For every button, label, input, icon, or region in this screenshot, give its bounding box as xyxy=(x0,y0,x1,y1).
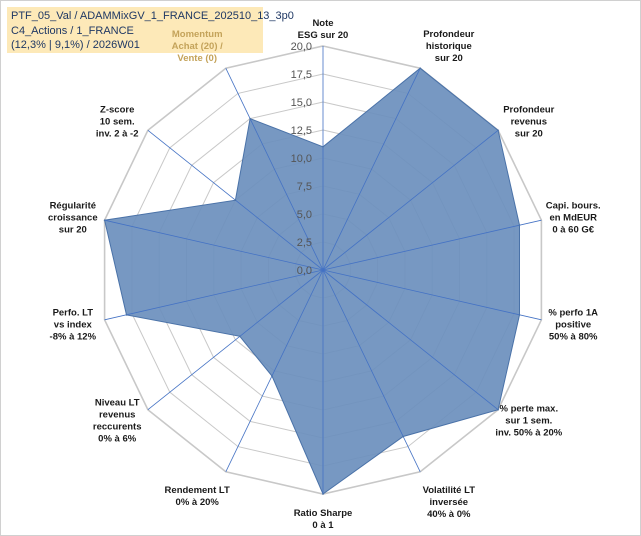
axis-label-line: Z-score xyxy=(100,104,134,115)
data-point xyxy=(518,314,521,316)
axis-label-line: 10 sem. xyxy=(100,116,135,127)
axis-spoke xyxy=(225,269,324,472)
data-point xyxy=(518,224,521,226)
axis-spoke xyxy=(322,219,542,271)
portfolio-line-2: C4_Actions / 1_FRANCE xyxy=(11,24,134,37)
axis-label-line: sur 20 xyxy=(515,128,543,139)
axis-spoke xyxy=(147,269,324,411)
tick-label: 0,0 xyxy=(297,265,312,277)
axis-spoke xyxy=(104,219,324,271)
axis-label: Note ESG sur 20 xyxy=(298,18,349,41)
axis-label-line: Profondeur xyxy=(423,29,474,40)
axis-spoke xyxy=(322,68,421,271)
tick-label: 7,5 xyxy=(297,181,312,193)
axis-label-line: 40% à 0% xyxy=(427,509,471,520)
axis-label: Profondeur historique sur 20 xyxy=(423,29,474,64)
tick-label: 5,0 xyxy=(297,209,312,221)
axis-label-line: Perfo. LT xyxy=(53,307,94,318)
axis-label-line: en MdEUR xyxy=(549,213,597,224)
axis-label-line: Volatilité LT xyxy=(423,485,476,496)
data-point xyxy=(322,493,324,495)
axis-label-line: Profondeur xyxy=(503,104,554,115)
tick-label: 15,0 xyxy=(291,97,312,109)
axis-spoke xyxy=(322,129,499,271)
axis-label-line: ESG sur 20 xyxy=(298,30,349,41)
data-point xyxy=(322,146,324,148)
axis-label: Profondeur revenus sur 20 xyxy=(503,104,554,139)
axis-label-line: positive xyxy=(555,319,591,330)
axis-label-line: Note xyxy=(312,18,333,29)
axis-label-line: sur 1 sem. xyxy=(505,416,552,427)
data-point xyxy=(234,199,237,201)
data-point xyxy=(497,408,499,411)
axis-label-line: Niveau LT xyxy=(95,398,140,409)
axis-label: Momentum Achat (20) / Vente (0) xyxy=(172,29,224,64)
data-point xyxy=(402,435,405,438)
axis-label-line: revenus xyxy=(99,410,135,421)
axis-label: Volatilité LT inversée 40% à 0% xyxy=(423,485,476,520)
axis-label-line: 0% à 20% xyxy=(176,497,220,508)
axis-spoke xyxy=(225,68,324,271)
axis-label-line: inv. 2 à -2 xyxy=(96,128,139,139)
axis-label-line: revenus xyxy=(511,116,547,127)
axis-label-line: Capi. bours. xyxy=(546,201,601,212)
axis-label-line: 0 à 1 xyxy=(312,520,334,531)
tick-label: 10,0 xyxy=(291,153,312,165)
axis-label: % perfo 1A positive 50% à 80% xyxy=(548,307,598,342)
data-point xyxy=(419,67,422,69)
tick-label: 17,5 xyxy=(291,69,312,81)
axis-label-line: croissance xyxy=(48,213,98,224)
axis-spoke xyxy=(322,269,421,472)
data-point xyxy=(497,129,499,132)
axis-label-line: historique xyxy=(426,41,472,52)
axis-label-line: 0% à 6% xyxy=(98,434,137,445)
portfolio-line-1: PTF_05_Val / ADAMMixGV_1_FRANCE_202510_1… xyxy=(11,10,294,22)
axis-spoke xyxy=(322,269,499,411)
tick-label: 20,0 xyxy=(291,41,312,53)
tick-label: 2,5 xyxy=(297,237,312,249)
axis-label-line: % perte max. xyxy=(499,404,558,415)
axis-spoke xyxy=(322,269,542,321)
axis-label: Rendement LT 0% à 20% xyxy=(165,485,230,508)
axis-label-line: Ratio Sharpe xyxy=(294,508,353,519)
axis-label-line: Rendement LT xyxy=(165,485,230,496)
axis-label-line: -8% à 12% xyxy=(50,331,97,342)
axis-label-line: Vente (0) xyxy=(177,53,217,64)
axis-label-line: reccurents xyxy=(93,422,142,433)
axis-spoke xyxy=(104,269,324,321)
axis-label: % perte max. sur 1 sem. inv. 50% à 20% xyxy=(495,404,562,439)
axis-label-line: Achat (20) / xyxy=(172,41,224,52)
axis-label-line: vs index xyxy=(54,319,93,330)
data-point xyxy=(249,117,251,120)
axis-label-line: Momentum xyxy=(172,29,223,40)
axis-label: Ratio Sharpe 0 à 1 xyxy=(294,508,353,531)
axis-label: Niveau LT revenus reccurents 0% à 6% xyxy=(93,398,142,445)
data-point xyxy=(239,335,241,338)
axis-label-line: % perfo 1A xyxy=(548,307,598,318)
portfolio-header: PTF_05_Val / ADAMMixGV_1_FRANCE_202510_1… xyxy=(7,7,294,53)
portfolio-line-3: (12,3% | 9,1%) / 2026W01 xyxy=(11,39,140,51)
data-point xyxy=(125,314,128,316)
axis-label-line: sur 20 xyxy=(59,225,87,236)
axis-label-line: Régularité xyxy=(50,201,96,212)
axis-label-line: inv. 50% à 20% xyxy=(495,428,562,439)
axis-label: Perfo. LT vs index -8% à 12% xyxy=(50,307,97,342)
axis-label: Capi. bours. en MdEUR 0 à 60 G€ xyxy=(546,201,601,236)
axis-label: Régularité croissance sur 20 xyxy=(48,201,98,236)
axis-label-line: inversée xyxy=(430,497,469,508)
axis-label-line: sur 20 xyxy=(435,53,463,64)
data-point xyxy=(271,375,273,377)
data-point xyxy=(103,219,106,221)
tick-label: 12,5 xyxy=(291,125,312,137)
axis-label-line: 50% à 80% xyxy=(549,331,598,342)
axis-label-line: 0 à 60 G€ xyxy=(552,225,594,236)
axis-label: Z-score 10 sem. inv. 2 à -2 xyxy=(96,104,139,139)
